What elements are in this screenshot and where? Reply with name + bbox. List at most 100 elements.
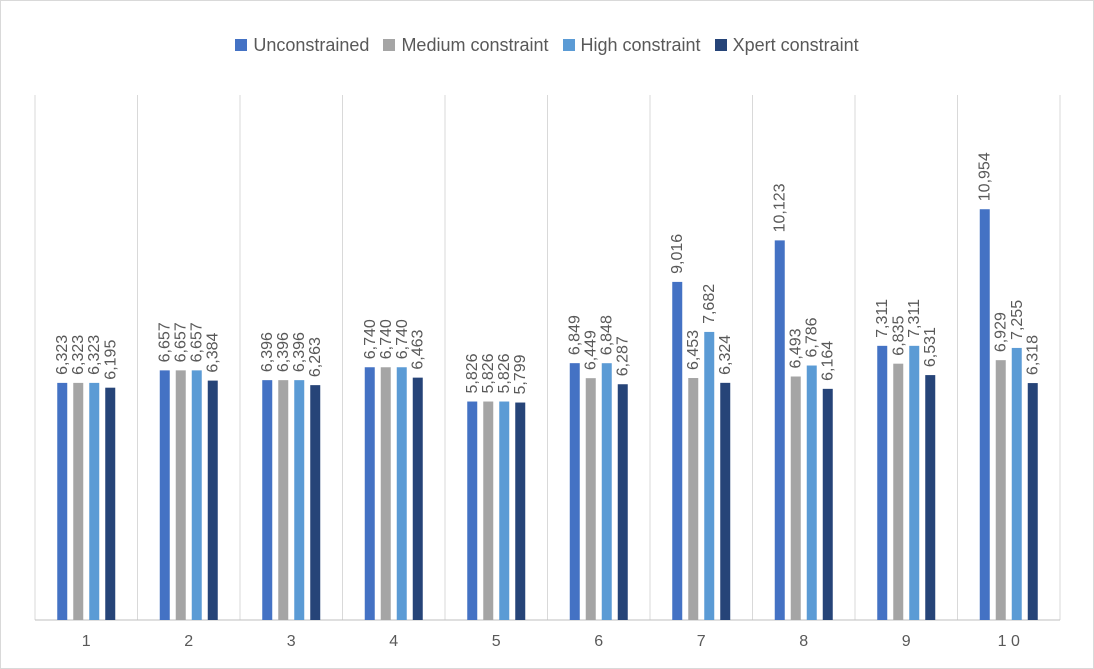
data-label: 6,740: [394, 319, 411, 359]
data-label: 6,396: [291, 332, 308, 372]
data-label: 9,016: [669, 234, 686, 274]
bar: [499, 401, 510, 620]
data-label: 6,835: [890, 316, 907, 356]
data-label: 6,657: [189, 322, 206, 362]
data-label: 6,195: [102, 340, 119, 380]
data-label: 6,323: [70, 335, 87, 375]
data-label: 5,826: [496, 353, 513, 393]
data-label: 7,682: [701, 284, 718, 324]
legend: Unconstrained Medium constraint High con…: [0, 30, 1094, 60]
bar: [278, 380, 289, 620]
data-label: 6,929: [993, 312, 1010, 352]
data-label: 10,123: [772, 183, 789, 232]
data-label: 6,786: [804, 317, 821, 357]
bar: [57, 382, 68, 620]
bar: [893, 363, 904, 620]
bar: [467, 401, 478, 620]
bar: [601, 363, 612, 620]
data-label: 7,311: [906, 299, 923, 338]
bar: [774, 240, 785, 620]
x-tick-label: 2: [184, 633, 193, 650]
bar: [877, 345, 888, 620]
data-label: 7,255: [1009, 300, 1026, 340]
x-tick-label: 7: [697, 633, 706, 650]
data-label: 5,799: [512, 354, 529, 394]
data-label: 6,531: [922, 327, 939, 367]
bar: [380, 367, 391, 620]
bar: [806, 365, 817, 620]
data-label: 6,849: [567, 315, 584, 355]
bar: [515, 402, 526, 620]
data-label: 10,954: [977, 152, 994, 201]
bar: [159, 370, 170, 620]
data-label: 6,453: [685, 330, 702, 370]
data-label: 6,396: [259, 332, 276, 372]
data-label: 6,657: [157, 322, 174, 362]
bar: [822, 388, 833, 620]
bar: [995, 360, 1006, 620]
bar: [73, 382, 84, 620]
data-label: 6,449: [583, 330, 600, 370]
bar: [412, 377, 423, 620]
data-label: 6,287: [615, 336, 632, 376]
x-tick-label: 4: [389, 633, 398, 650]
bar: [175, 370, 186, 620]
legend-item-medium-constraint: Medium constraint: [383, 34, 549, 56]
data-label: 6,463: [410, 329, 427, 369]
data-label: 6,263: [307, 337, 324, 377]
bar: [688, 378, 699, 620]
bar: [925, 375, 936, 620]
data-label: 5,826: [480, 353, 497, 393]
legend-swatch-medium-constraint: [383, 39, 396, 51]
bar: [672, 281, 683, 620]
x-tick-label: 3: [287, 633, 296, 650]
legend-swatch-unconstrained: [235, 39, 248, 51]
legend-label-medium-constraint: Medium constraint: [401, 34, 549, 55]
bar: [720, 382, 731, 620]
bar: [105, 387, 116, 620]
legend-label-high-constraint: High constraint: [580, 34, 701, 55]
bar: [89, 382, 100, 620]
data-label: 6,493: [788, 328, 805, 368]
data-label: 6,324: [717, 335, 734, 375]
bar: [617, 384, 628, 620]
x-tick-label: 1: [82, 633, 91, 650]
x-tick-label: 5: [492, 633, 501, 650]
bar: [1027, 383, 1038, 620]
legend-swatch-xpert-constraint: [714, 39, 727, 51]
data-label: 6,384: [205, 332, 222, 372]
x-tick-label: 9: [902, 633, 911, 650]
legend-item-unconstrained: Unconstrained: [235, 35, 369, 56]
bar: [585, 378, 596, 620]
x-tick-label: 8: [799, 633, 808, 650]
legend-item-xpert-constraint: Xpert constraint: [714, 35, 859, 56]
bar: [364, 367, 375, 620]
data-label: 7,311: [874, 299, 891, 338]
data-label: 6,323: [54, 335, 71, 375]
data-label: 5,826: [464, 353, 481, 393]
data-label: 6,740: [378, 319, 395, 359]
bar: [979, 209, 990, 620]
bar: [909, 345, 920, 620]
data-label: 6,164: [820, 341, 837, 381]
data-label: 6,318: [1025, 335, 1042, 375]
bar: [294, 380, 305, 620]
bar: [1011, 347, 1022, 620]
data-label: 6,740: [362, 319, 379, 359]
bar: [262, 380, 273, 620]
legend-swatch-high-constraint: [562, 39, 575, 51]
bar: [310, 385, 321, 620]
legend-item-high-constraint: High constraint: [562, 34, 701, 56]
bar: [396, 367, 407, 620]
data-label: 6,657: [173, 322, 190, 362]
x-tick-label: 1 0: [998, 633, 1020, 650]
bar: [191, 370, 202, 620]
bar: [569, 363, 580, 620]
bar: [207, 380, 218, 620]
legend-label-unconstrained: Unconstrained: [253, 34, 370, 55]
data-label: 6,848: [599, 315, 616, 355]
x-tick-label: 6: [594, 633, 603, 650]
bar: [483, 401, 494, 620]
data-label: 6,323: [86, 335, 103, 375]
